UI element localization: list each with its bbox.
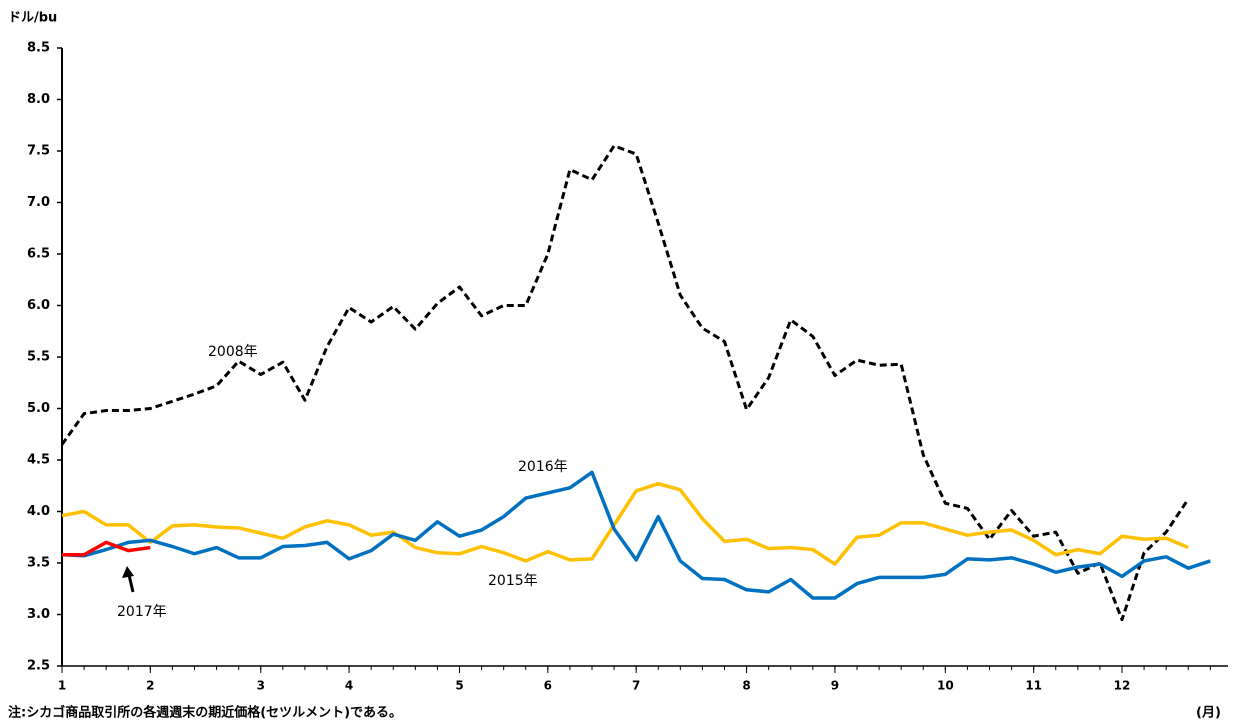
x-tick-label: 3 bbox=[257, 679, 265, 693]
y-tick-label: 3.5 bbox=[27, 556, 50, 571]
annotation: 2016年 bbox=[518, 459, 568, 475]
series-line bbox=[61, 470, 1211, 600]
y-tick-label: 7.5 bbox=[27, 144, 50, 159]
x-tick-label: 2 bbox=[146, 679, 154, 693]
x-tick-label: 7 bbox=[632, 679, 640, 693]
y-tick-label: 4.5 bbox=[27, 453, 50, 468]
y-tick-label: 6.5 bbox=[27, 247, 50, 262]
y-tick-label: 4.0 bbox=[27, 504, 50, 519]
y-tick-label: 5.0 bbox=[27, 401, 50, 416]
series-line bbox=[60, 144, 1190, 622]
y-tick-label: 8.5 bbox=[27, 41, 50, 56]
x-tick-label: 11 bbox=[1025, 679, 1042, 693]
y-tick-label: 7.0 bbox=[27, 195, 50, 210]
y-axis-label: ドル/bu bbox=[8, 11, 57, 26]
y-tick-label: 5.5 bbox=[27, 350, 50, 365]
x-tick-label: 9 bbox=[831, 679, 839, 693]
arrow-shaft bbox=[127, 574, 135, 593]
y-tick-label: 3.0 bbox=[27, 607, 50, 622]
note: 注:シカゴ商品取引所の各週週末の期近価格(セツルメント)である。 bbox=[8, 705, 402, 721]
annotation: 2017年 bbox=[117, 604, 167, 620]
y-tick-label: 8.0 bbox=[27, 92, 50, 107]
series-line bbox=[61, 481, 1189, 566]
x-axis-label: (月) bbox=[1196, 706, 1221, 721]
annotation: 2015年 bbox=[488, 573, 538, 589]
y-tick-label: 6.0 bbox=[27, 298, 50, 313]
x-tick-label: 4 bbox=[345, 679, 353, 693]
y-tick-label: 2.5 bbox=[27, 659, 50, 674]
x-tick-label: 8 bbox=[742, 679, 750, 693]
series-line bbox=[62, 540, 151, 557]
x-tick-label: 1 bbox=[58, 679, 66, 693]
x-tick-label: 10 bbox=[937, 679, 954, 693]
arrow-head bbox=[122, 566, 134, 578]
annotation: 2008年 bbox=[208, 344, 258, 360]
x-tick-label: 5 bbox=[455, 679, 463, 693]
x-tick-label: 12 bbox=[1114, 679, 1131, 693]
x-tick-label: 6 bbox=[544, 679, 552, 693]
